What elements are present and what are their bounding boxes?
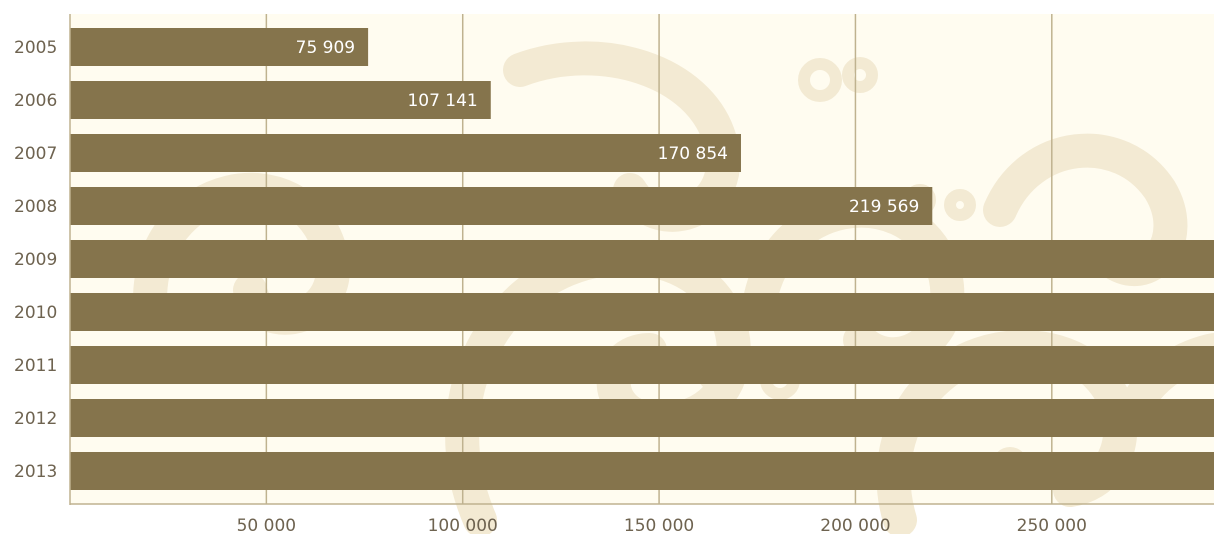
x-tick-label: 250 000 [1017, 516, 1087, 534]
bar-2008 [70, 187, 933, 225]
bar-value-label: 75 909 [296, 38, 355, 58]
bar-2012 [70, 399, 1214, 437]
category-label: 2006 [14, 91, 57, 111]
category-label: 2007 [14, 144, 57, 164]
category-label: 2013 [14, 462, 57, 482]
category-labels: 2005 2006 2007 2008 2009 2010 2011 2012 2013 [14, 38, 57, 482]
bar-2010 [70, 293, 1214, 331]
bar-2013 [70, 452, 1214, 490]
category-label: 2012 [14, 409, 57, 429]
bar-value-label: 219 569 [849, 197, 919, 217]
bar-2007 [70, 134, 741, 172]
bars [70, 28, 1214, 490]
x-tick-label: 150 000 [624, 516, 694, 534]
category-label: 2005 [14, 38, 57, 58]
bar-value-label: 170 854 [658, 144, 728, 164]
bar-2011 [70, 346, 1214, 384]
category-label: 2008 [14, 197, 57, 217]
x-tick-label: 100 000 [428, 516, 498, 534]
bar-2009 [70, 240, 1214, 278]
bar-2006 [70, 81, 491, 119]
category-label: 2010 [14, 303, 57, 323]
x-tick-label: 200 000 [820, 516, 890, 534]
x-tick-label: 50 000 [237, 516, 296, 534]
bar-2005 [70, 28, 369, 66]
bar-value-label: 107 141 [407, 91, 477, 111]
category-label: 2009 [14, 250, 57, 270]
category-label: 2011 [14, 356, 57, 376]
